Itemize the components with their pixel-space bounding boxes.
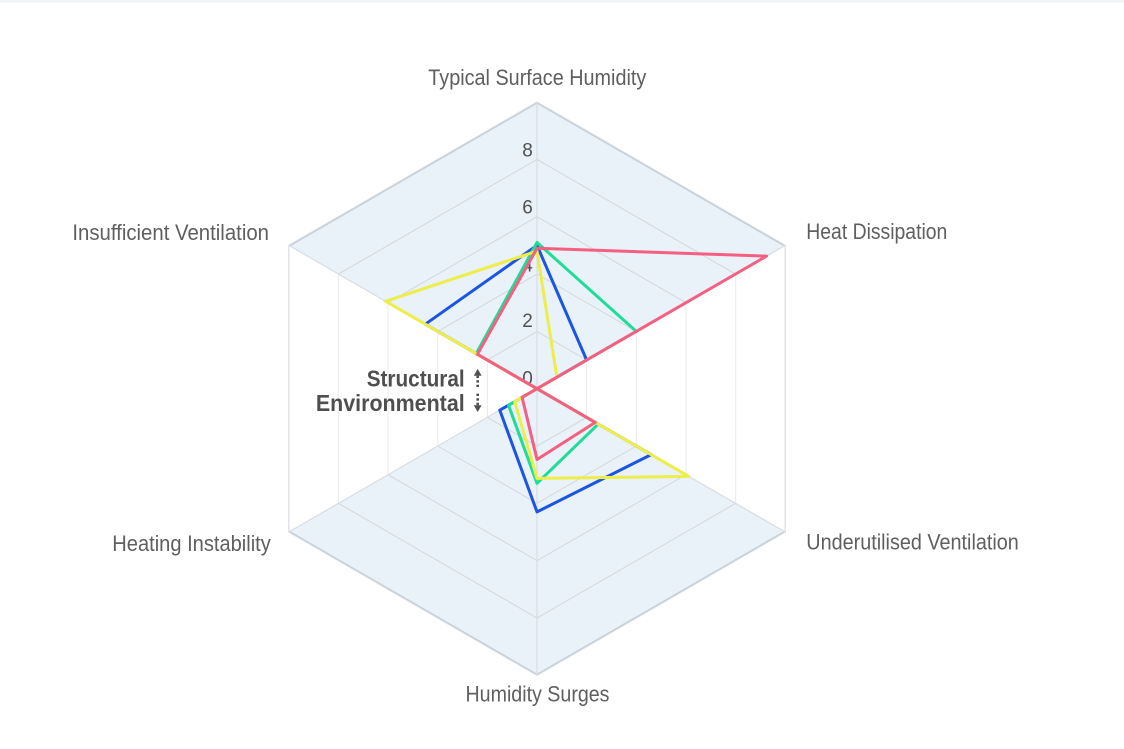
svg-text:Environmental: Environmental [316,390,465,416]
svg-text:Humidity Surges: Humidity Surges [466,682,610,707]
svg-text:0: 0 [522,368,533,389]
svg-text:Typical Surface Humidity: Typical Surface Humidity [428,65,646,90]
svg-text:Structural: Structural [367,365,465,391]
svg-text:8: 8 [522,141,533,162]
svg-text:2: 2 [522,311,533,332]
svg-text:6: 6 [522,198,533,219]
svg-text:Heat Dissipation: Heat Dissipation [806,219,947,244]
svg-text:Heating Instability: Heating Instability [112,531,271,556]
svg-text:Insufficient Ventilation: Insufficient Ventilation [72,220,269,245]
svg-text:Underutilised Ventilation: Underutilised Ventilation [806,530,1019,555]
